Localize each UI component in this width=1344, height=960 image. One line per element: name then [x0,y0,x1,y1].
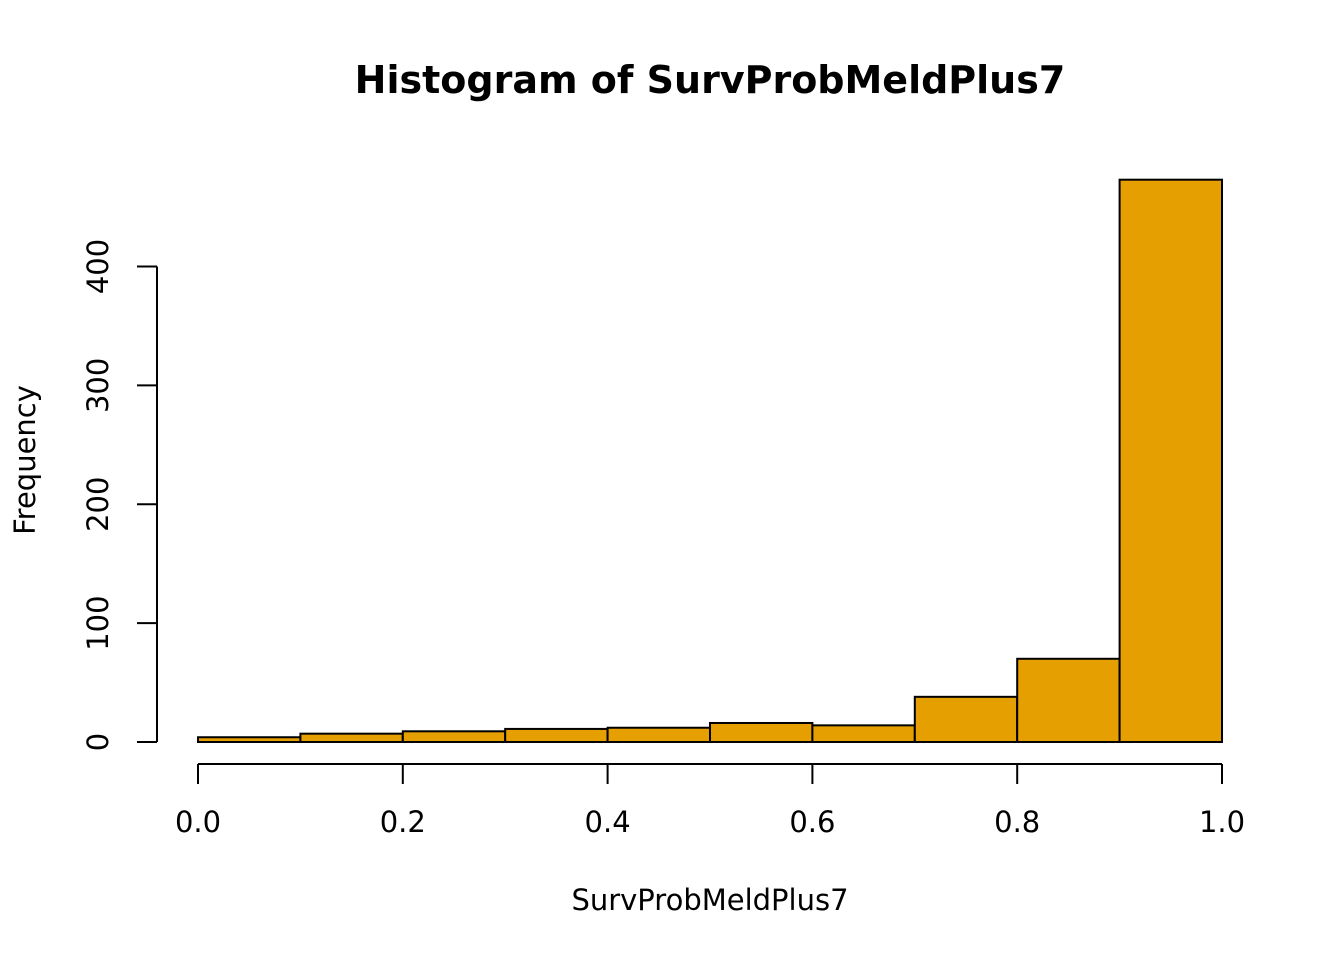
y-tick-label: 400 [81,239,115,294]
chart-title: Histogram of SurvProbMeldPlus7 [355,58,1066,102]
x-tick-label: 0.6 [789,805,835,839]
histogram-bar [504,727,609,744]
y-tick-label: 200 [81,477,115,532]
y-tick-label: 300 [81,358,115,413]
y-axis: 0 100 200 300 400 [81,239,158,751]
histogram-bar [606,726,711,743]
histogram-bar [197,736,302,744]
x-tick-label: 0.8 [994,805,1040,839]
histogram-bar [299,732,404,744]
x-tick-label: 0.4 [585,805,631,839]
y-tick-label: 0 [81,733,115,751]
x-axis-label: SurvProbMeldPlus7 [571,883,848,917]
x-tick-label: 0.2 [380,805,426,839]
histogram-bar [811,724,916,744]
histogram-bar [913,695,1019,744]
bars-group [197,178,1223,744]
histogram-bar [1118,178,1223,744]
y-tick-label: 100 [81,595,115,650]
x-axis: 0.0 0.2 0.4 0.6 0.8 1.0 [175,763,1245,839]
x-tick-label: 0.0 [175,805,221,839]
x-tick-label: 1.0 [1199,805,1245,839]
y-axis-label: Frequency [8,385,42,535]
histogram-bar [1016,657,1121,743]
histogram-bar [401,730,507,743]
histogram-bar [709,721,814,743]
